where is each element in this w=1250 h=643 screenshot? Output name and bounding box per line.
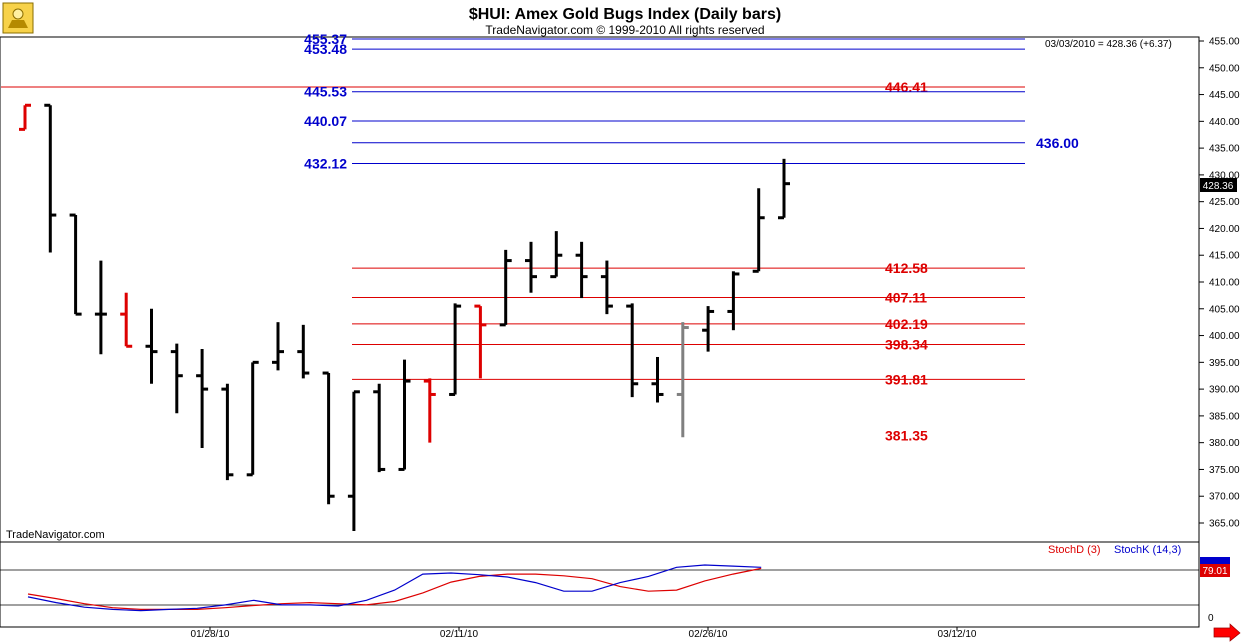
ohlc-bar <box>575 241 588 299</box>
date-axis: 01/28/10 02/11/10 02/26/10 03/12/10 <box>191 627 977 640</box>
price-tick-label: 400.00 <box>1209 331 1240 342</box>
stoch-plot-frame <box>0 541 1200 628</box>
stoch-last-value: 79.01 <box>1202 566 1227 577</box>
ohlc-bar <box>246 360 259 477</box>
ohlc-bar <box>19 103 31 131</box>
price-tick-label: 410.00 <box>1209 278 1240 289</box>
stoch-series-line <box>27 564 762 612</box>
price-tick-label: 370.00 <box>1209 492 1240 503</box>
price-tick-label: 380.00 <box>1209 438 1240 449</box>
level-label: 446.41 <box>885 79 928 95</box>
level-label: 412.58 <box>885 260 928 276</box>
price-axis: 455.00 450.00 445.00 440.00 435.00 430.00 425.… <box>1199 37 1240 530</box>
ohlc-bar <box>626 303 639 398</box>
date-tick-label: 02/11/10 <box>440 629 479 640</box>
price-tick-label: 455.00 <box>1209 37 1240 48</box>
ohlc-bar <box>94 260 107 355</box>
ohlc-bar <box>145 308 158 384</box>
price-tick-label: 385.00 <box>1209 411 1240 422</box>
price-tick-label: 425.00 <box>1209 197 1240 208</box>
price-tick-label: 435.00 <box>1209 144 1240 155</box>
ohlc-bar <box>347 390 360 532</box>
level-label: 398.34 <box>885 336 928 352</box>
ohlc-bar <box>499 249 512 327</box>
ohlc-bar <box>525 241 537 293</box>
price-tick-label: 415.00 <box>1209 251 1240 262</box>
ohlc-bar <box>44 103 57 253</box>
ohlc-bar <box>398 359 411 471</box>
level-label: 453.48 <box>304 41 347 57</box>
price-tick-label: 430.00 <box>1209 170 1240 181</box>
ohlc-bar <box>196 348 209 449</box>
level-label: 391.81 <box>885 371 928 387</box>
main-plot-frame <box>0 36 1200 543</box>
ohlc-bar <box>474 304 487 379</box>
price-tick-label: 395.00 <box>1209 358 1240 369</box>
date-tick-label: 02/26/10 <box>689 629 728 640</box>
arrow-right-icon <box>1213 623 1241 642</box>
ohlc-bar <box>752 188 765 273</box>
level-label: 436.00 <box>1036 135 1079 151</box>
level-label: 402.19 <box>885 316 928 332</box>
ohlc-bar <box>550 231 563 279</box>
price-tick-label: 440.00 <box>1209 117 1240 128</box>
price-tick-label: 450.00 <box>1209 63 1240 74</box>
level-label: 445.53 <box>304 84 347 100</box>
price-tick-label: 405.00 <box>1209 304 1240 315</box>
ohlc-bar <box>373 383 386 473</box>
ohlc-bar <box>676 322 689 438</box>
stochk-legend: StochK (14,3) <box>1114 544 1181 556</box>
stoch-zero-tick: 0 <box>1208 613 1214 624</box>
ohlc-bar <box>297 324 310 379</box>
level-label: 432.12 <box>304 156 347 172</box>
ohlc-bar <box>600 260 613 315</box>
price-tick-label: 375.00 <box>1209 465 1240 476</box>
level-label: 381.35 <box>885 427 928 443</box>
price-tick-label: 390.00 <box>1209 385 1240 396</box>
price-tick-label: 445.00 <box>1209 90 1240 101</box>
last-price-tag: 428.36 <box>1200 178 1237 192</box>
ohlc-bar <box>423 378 436 443</box>
level-label: 440.07 <box>304 113 347 129</box>
ohlc-bar <box>272 322 284 371</box>
ohlc-bar <box>727 271 740 331</box>
price-bars <box>19 103 790 532</box>
level-label: 407.11 <box>885 289 927 305</box>
price-tick-label: 420.00 <box>1209 224 1240 235</box>
ohlc-bar <box>449 303 462 396</box>
ohlc-bar <box>702 306 715 352</box>
chart-subtitle: TradeNavigator.com © 1999-2010 All right… <box>485 23 764 37</box>
stoch-lines <box>27 564 762 612</box>
date-tick-label: 01/28/10 <box>191 629 230 640</box>
date-tick-label: 03/12/10 <box>938 629 977 640</box>
app-logo[interactable] <box>2 2 34 34</box>
stoch-series-line <box>27 567 762 611</box>
quote-readout: 03/03/2010 = 428.36 (+6.37) <box>1045 39 1172 50</box>
ohlc-bar <box>322 371 335 505</box>
watermark: TradeNavigator.com <box>6 529 105 541</box>
price-tick-label: 365.00 <box>1209 519 1240 530</box>
stochd-legend: StochD (3) <box>1048 544 1101 556</box>
ohlc-bar <box>651 356 664 403</box>
scroll-right-button[interactable] <box>1213 623 1241 642</box>
ohlc-bar <box>69 213 82 316</box>
ohlc-bar <box>221 383 234 481</box>
stoch-last-tag: 79.01 <box>1200 557 1230 577</box>
level-label: 455.37 <box>304 31 347 47</box>
last-price-label: 428.36 <box>1203 181 1234 192</box>
ohlc-bar <box>170 343 183 414</box>
ohlc-bar <box>778 158 790 220</box>
ohlc-bar <box>120 292 133 348</box>
chart-title: $HUI: Amex Gold Bugs Index (Daily bars) <box>469 6 781 23</box>
